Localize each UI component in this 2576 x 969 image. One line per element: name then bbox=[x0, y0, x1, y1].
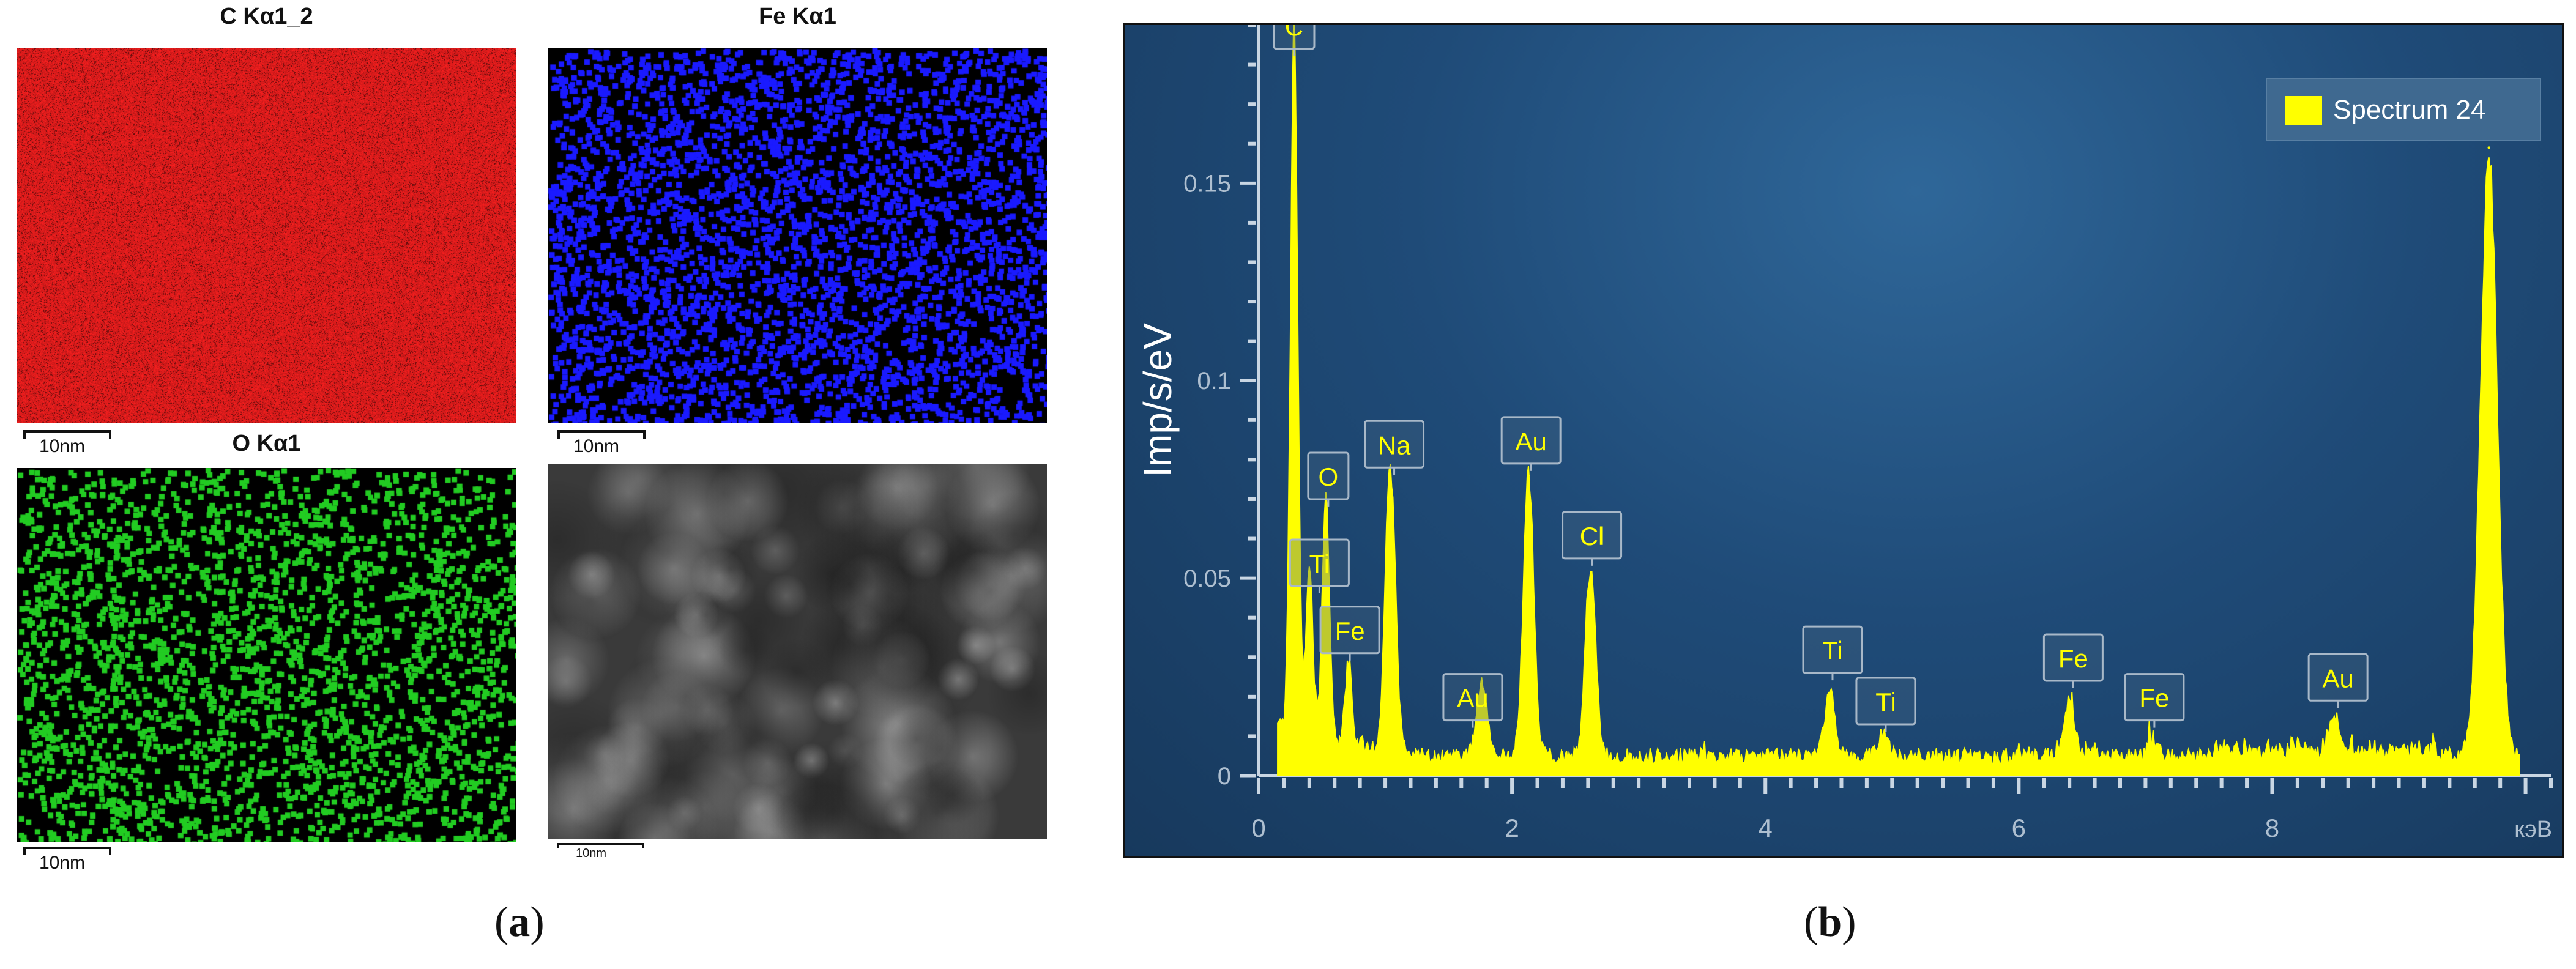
spectrum-peak-point bbox=[2487, 146, 2490, 149]
peak-label: Fe bbox=[1335, 617, 1365, 645]
spectrum-series-area bbox=[1277, 25, 2520, 776]
electron-image bbox=[548, 464, 1047, 839]
y-tick-label: 0.15 bbox=[1183, 170, 1231, 197]
scale-bar-label: 10nm bbox=[573, 436, 620, 456]
spectrum-peak-point bbox=[1882, 751, 1885, 754]
spectrum-peak-point bbox=[1480, 695, 1483, 698]
peak-label: Ti bbox=[1309, 549, 1330, 578]
oxygen-map-image bbox=[17, 468, 516, 842]
peak-label: Na bbox=[1378, 431, 1411, 459]
peak-label: O bbox=[1319, 462, 1339, 491]
panel-b-label: (b) bbox=[1804, 899, 1856, 946]
peak-label: Fe bbox=[2058, 644, 2088, 673]
scale-bar-label: 10nm bbox=[39, 436, 86, 456]
peak-label: C bbox=[1285, 25, 1303, 41]
scale-bar-label: 10nm bbox=[576, 847, 607, 860]
peak-label: Ti bbox=[1875, 688, 1896, 716]
spectrum-peak-point bbox=[1828, 707, 1831, 710]
peak-label: Au bbox=[1457, 684, 1488, 713]
x-tick-label: 6 bbox=[2012, 814, 2026, 842]
carbon-map-image bbox=[17, 48, 516, 423]
chart-legend: Spectrum 24 bbox=[2266, 78, 2541, 141]
peak-label: Au bbox=[1515, 427, 1546, 456]
peak-label: Ti bbox=[1822, 636, 1842, 665]
spectrum-peak-point bbox=[1527, 474, 1530, 477]
peak-label-box bbox=[1319, 606, 1380, 655]
x-tick-label: 2 bbox=[1505, 814, 1519, 842]
spectrum-peak-point bbox=[1308, 596, 1311, 600]
map-title-c: C Kα1_2 bbox=[220, 4, 313, 29]
spectrum-peak-point bbox=[1389, 478, 1392, 481]
peak-label: Cl bbox=[1580, 522, 1604, 551]
y-tick-label: 0.1 bbox=[1197, 368, 1231, 395]
map-title-fe: Fe Kα1 bbox=[759, 4, 836, 29]
spectrum-peak-point bbox=[1589, 577, 1592, 580]
spectrum-peak-point bbox=[1347, 687, 1350, 690]
y-axis-label: Imp/s/eV bbox=[1136, 323, 1180, 478]
y-tick-label: 0.05 bbox=[1183, 565, 1231, 592]
spectrum-peak-point bbox=[2068, 715, 2071, 718]
x-tick-label: 4 bbox=[1759, 814, 1773, 842]
peak-label: Fe bbox=[2139, 684, 2169, 713]
x-axis-label: кэВ bbox=[2514, 817, 2552, 842]
x-tick-label: 0 bbox=[1251, 814, 1265, 842]
peak-label: Au bbox=[2322, 664, 2353, 692]
panel-a-label: (a) bbox=[494, 899, 545, 946]
legend-swatch bbox=[2285, 96, 2322, 125]
iron-map-image bbox=[548, 48, 1047, 423]
spectrum-peak-point bbox=[1292, 25, 1295, 26]
spectrum-plot: 0 0.05 0.1 0.15 0 2 4 6 8 кэВ Imp/s/eV C O Ti Fe Na Au Au… bbox=[1136, 25, 2553, 842]
x-tick-label: 8 bbox=[2265, 814, 2279, 842]
y-tick-label: 0 bbox=[1218, 763, 1231, 790]
legend-series-name: Spectrum 24 bbox=[2333, 95, 2486, 125]
spectrum-peak-point bbox=[1324, 518, 1327, 521]
spectrum-chart: 0 0.05 0.1 0.15 0 2 4 6 8 кэВ Imp/s/eV C O Ti Fe Na Au Au… bbox=[1123, 23, 2564, 858]
spectrum-peak-point bbox=[2151, 754, 2154, 757]
map-title-o: O Kα1 bbox=[232, 431, 301, 456]
spectrum-peak-point bbox=[2332, 735, 2336, 738]
scale-bar-label: 10nm bbox=[39, 853, 86, 873]
